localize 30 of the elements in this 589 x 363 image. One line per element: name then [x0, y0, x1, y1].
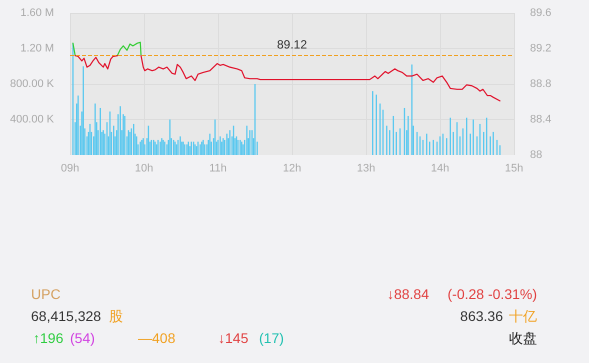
text: (-0.28 -0.31%) — [448, 286, 537, 302]
text: (17) — [259, 330, 284, 346]
text: UPC — [31, 286, 61, 302]
y-tick-label: 1.60 M — [20, 7, 54, 19]
y2-tick-label: 88.8 — [530, 78, 552, 90]
x-tick-label: 11h — [209, 162, 227, 174]
y2-tick-label: 88.4 — [530, 114, 552, 126]
x-tick-label: 13h — [356, 162, 376, 174]
text: 收盘 — [509, 330, 537, 348]
y-tick-label: 800.00 K — [10, 78, 55, 90]
text: (54) — [70, 330, 95, 346]
x-tick-label: 14h — [430, 162, 450, 174]
y2-tick-label: 88 — [530, 149, 542, 161]
y2-tick-label: 89.2 — [530, 42, 552, 54]
text: 68,415,328 — [31, 308, 102, 324]
y-tick-label: 1.20 M — [20, 42, 54, 54]
x-tick-label: 15h — [504, 162, 524, 174]
y2-tick-label: 89.6 — [530, 7, 552, 19]
text: ↑196 — [33, 330, 64, 346]
text: 十亿 — [509, 308, 537, 326]
x-tick-label: 09h — [60, 162, 80, 174]
x-tick-label: 10h — [134, 162, 154, 174]
text: ↓88.84 — [386, 286, 429, 302]
text: 863.36 — [460, 308, 503, 324]
text: ↓145 — [218, 330, 248, 346]
x-tick-label: 12h — [282, 162, 302, 174]
text: —408 — [138, 330, 176, 346]
y-tick-label: 400.00 K — [10, 114, 55, 126]
text: 股 — [109, 308, 123, 326]
ref-line-label: 89.12 — [276, 38, 308, 52]
